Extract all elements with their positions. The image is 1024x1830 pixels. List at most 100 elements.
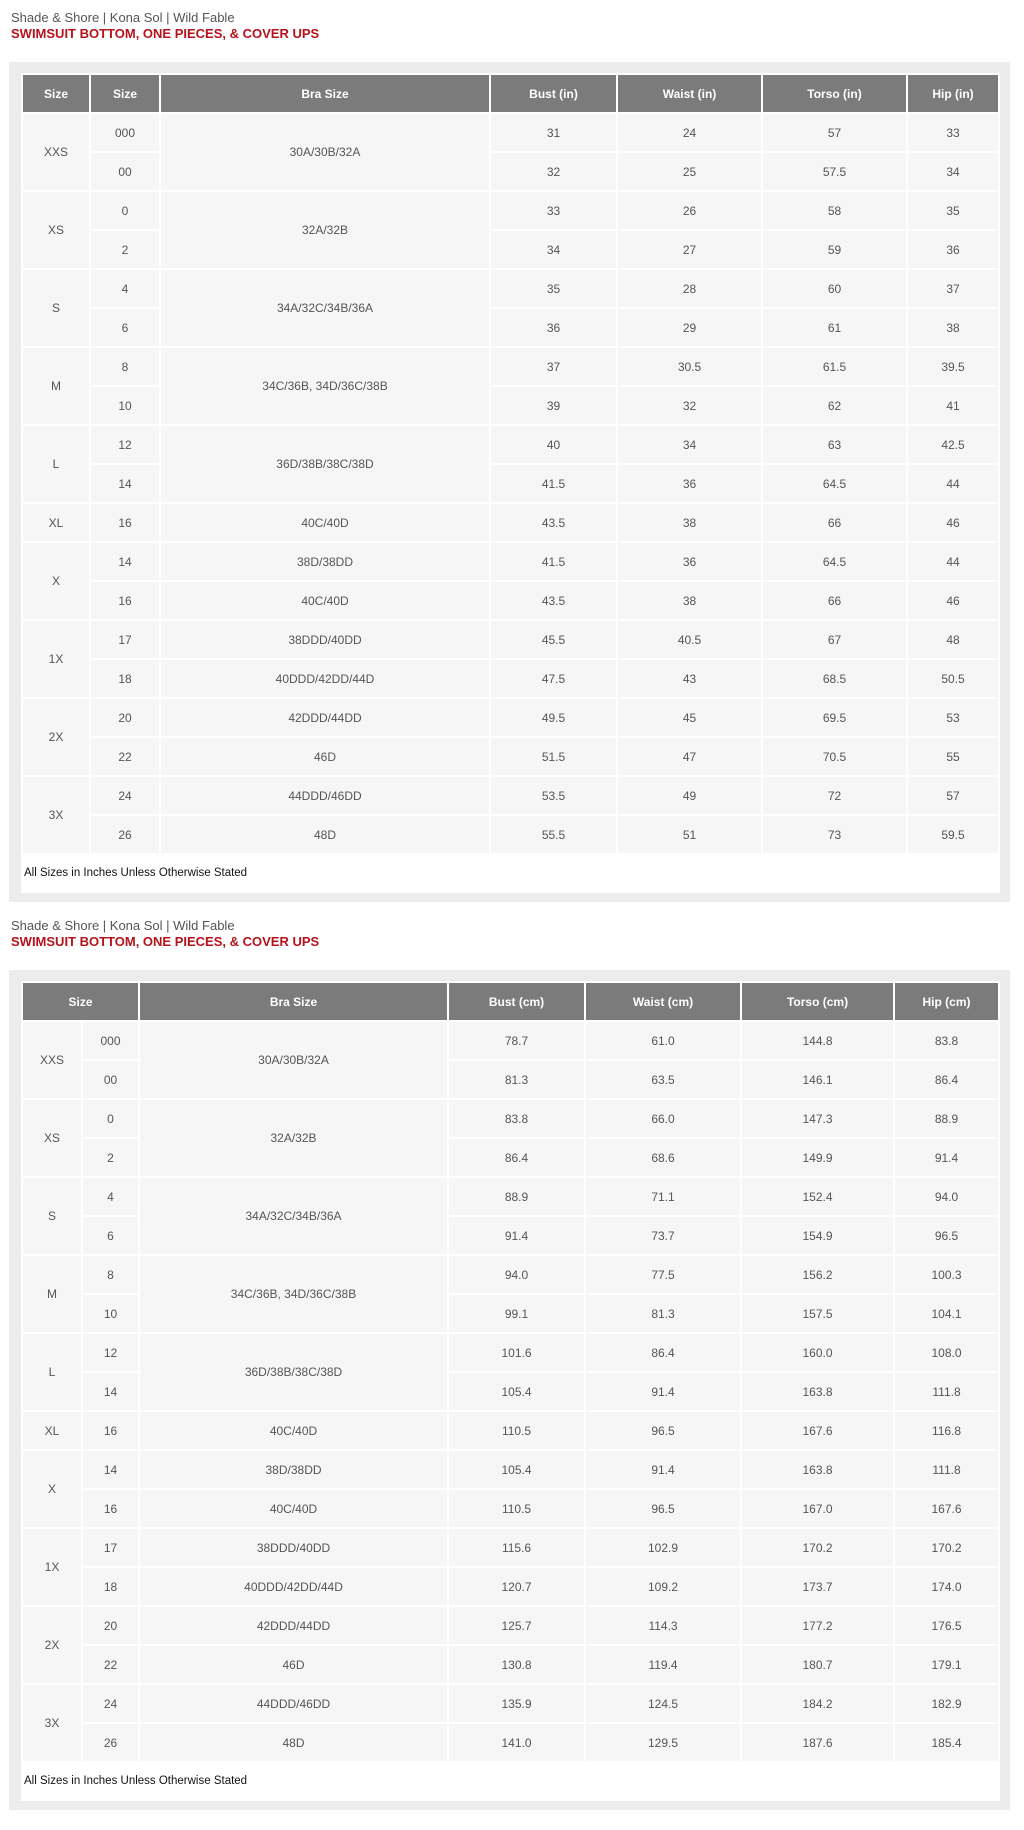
- numeric-size-cell: 18: [83, 1568, 139, 1605]
- torso-cell: 72: [763, 777, 906, 814]
- numeric-size-cell: 17: [91, 621, 159, 658]
- hip-cell: 167.6: [895, 1490, 998, 1527]
- bust-cell: 36: [491, 309, 616, 346]
- bust-cell: 120.7: [449, 1568, 585, 1605]
- hip-cell: 33: [908, 114, 998, 151]
- numeric-size-cell: 16: [83, 1412, 139, 1449]
- table-row: XL 16 40C/40D 43.5 38 66 46: [23, 504, 998, 541]
- table-row: 10 39 32 62 41: [23, 387, 998, 424]
- bust-cell: 91.4: [449, 1217, 585, 1254]
- bust-cell: 37: [491, 348, 616, 385]
- size-label-cell: X: [23, 1451, 81, 1527]
- torso-cell: 66: [763, 504, 906, 541]
- size-label-cell: M: [23, 348, 89, 424]
- size-label-cell: XL: [23, 1412, 81, 1449]
- numeric-size-cell: 2: [83, 1139, 139, 1176]
- bra-size-cell: 38D/38DD: [140, 1451, 448, 1488]
- table-row: XXS 000 30A/30B/32A 78.7 61.0 144.8 83.8: [23, 1022, 998, 1098]
- torso-cell: 63: [763, 426, 906, 463]
- torso-cell: 170.2: [742, 1529, 894, 1566]
- numeric-size-cell: 18: [91, 660, 159, 697]
- bra-size-cell: 38DDD/40DD: [161, 621, 489, 658]
- bust-cell: 40: [491, 426, 616, 463]
- bust-cell: 115.6: [449, 1529, 585, 1566]
- column-header: Size: [91, 75, 159, 112]
- brand-list: Shade & Shore | Kona Sol | Wild Fable: [11, 918, 235, 933]
- numeric-size-cell: 8: [83, 1256, 139, 1293]
- numeric-size-cell: 10: [91, 387, 159, 424]
- footnote: All Sizes in Inches Unless Otherwise Sta…: [23, 855, 998, 891]
- bust-cell: 125.7: [449, 1607, 585, 1644]
- bust-cell: 88.9: [449, 1178, 585, 1215]
- waist-cell: 91.4: [586, 1451, 741, 1488]
- column-header: Torso (in): [763, 75, 906, 112]
- waist-cell: 114.3: [586, 1607, 741, 1644]
- bust-cell: 49.5: [491, 699, 616, 736]
- waist-cell: 25: [618, 153, 761, 190]
- numeric-size-cell: 8: [91, 348, 159, 385]
- size-table-panel: Size Bra Size Bust (cm) Waist (cm) Torso (cm…: [9, 970, 1010, 1810]
- size-table-panel: Size Size Bra Size Bust (in) Waist (in) Torso…: [9, 62, 1010, 902]
- numeric-size-cell: 000: [83, 1022, 139, 1059]
- table-row: 6 91.4 73.7 154.9 96.5: [23, 1217, 998, 1254]
- hip-cell: 53: [908, 699, 998, 736]
- section-title: SWIMSUIT BOTTOM, ONE PIECES, & COVER UPS: [11, 26, 320, 41]
- bra-size-cell: 30A/30B/32A: [161, 114, 489, 190]
- waist-cell: 36: [618, 465, 761, 502]
- bra-size-cell: 34A/32C/34B/36A: [161, 270, 489, 346]
- bust-cell: 94.0: [449, 1256, 585, 1293]
- size-label-cell: 2X: [23, 1607, 81, 1683]
- waist-cell: 29: [618, 309, 761, 346]
- waist-cell: 96.5: [586, 1490, 741, 1527]
- bra-size-cell: 42DDD/44DD: [161, 699, 489, 736]
- table-row: 1X 17 38DDD/40DD 45.5 40.5 67 48: [23, 621, 998, 697]
- hip-cell: 174.0: [895, 1568, 998, 1605]
- torso-cell: 59: [763, 231, 906, 268]
- torso-cell: 152.4: [742, 1178, 894, 1215]
- bust-cell: 39: [491, 387, 616, 424]
- bust-cell: 110.5: [449, 1490, 585, 1527]
- torso-cell: 160.0: [742, 1334, 894, 1371]
- bra-size-cell: 44DDD/46DD: [140, 1685, 448, 1722]
- table-row: 26 48D 55.5 51 73 59.5: [23, 816, 998, 853]
- numeric-size-cell: 4: [91, 270, 159, 307]
- numeric-size-cell: 2: [91, 231, 159, 268]
- waist-cell: 63.5: [586, 1061, 741, 1098]
- torso-cell: 149.9: [742, 1139, 894, 1176]
- bust-cell: 105.4: [449, 1451, 585, 1488]
- table-row: L 12 36D/38B/38C/38D 101.6 86.4 160.0 108.0: [23, 1334, 998, 1410]
- table-row: 18 40DDD/42DD/44D 120.7 109.2 173.7 174.0: [23, 1568, 998, 1605]
- size-label-cell: 3X: [23, 1685, 81, 1761]
- bust-cell: 45.5: [491, 621, 616, 658]
- size-label-cell: XXS: [23, 1022, 81, 1098]
- hip-cell: 182.9: [895, 1685, 998, 1722]
- hip-cell: 176.5: [895, 1607, 998, 1644]
- table-row: XL 16 40C/40D 110.5 96.5 167.6 116.8: [23, 1412, 998, 1449]
- torso-cell: 61.5: [763, 348, 906, 385]
- torso-cell: 163.8: [742, 1373, 894, 1410]
- bra-size-cell: 46D: [161, 738, 489, 775]
- bust-cell: 141.0: [449, 1724, 585, 1761]
- torso-cell: 73: [763, 816, 906, 853]
- table-row: X 14 38D/38DD 105.4 91.4 163.8 111.8: [23, 1451, 998, 1527]
- table-row: S 4 34A/32C/34B/36A 35 28 60 37: [23, 270, 998, 346]
- hip-cell: 111.8: [895, 1373, 998, 1410]
- column-header: Size: [23, 983, 139, 1020]
- footnote: All Sizes in Inches Unless Otherwise Sta…: [23, 1763, 998, 1799]
- bust-cell: 110.5: [449, 1412, 585, 1449]
- waist-cell: 68.6: [586, 1139, 741, 1176]
- numeric-size-cell: 16: [83, 1490, 139, 1527]
- size-label-cell: XS: [23, 192, 89, 268]
- size-label-cell: S: [23, 270, 89, 346]
- numeric-size-cell: 14: [91, 465, 159, 502]
- numeric-size-cell: 14: [91, 543, 159, 580]
- table-row: 2 86.4 68.6 149.9 91.4: [23, 1139, 998, 1176]
- hip-cell: 34: [908, 153, 998, 190]
- size-label-cell: X: [23, 543, 89, 619]
- size-label-cell: XXS: [23, 114, 89, 190]
- bra-size-cell: 32A/32B: [140, 1100, 448, 1176]
- bra-size-cell: 36D/38B/38C/38D: [161, 426, 489, 502]
- bust-cell: 47.5: [491, 660, 616, 697]
- torso-cell: 57.5: [763, 153, 906, 190]
- size-label-cell: 1X: [23, 621, 89, 697]
